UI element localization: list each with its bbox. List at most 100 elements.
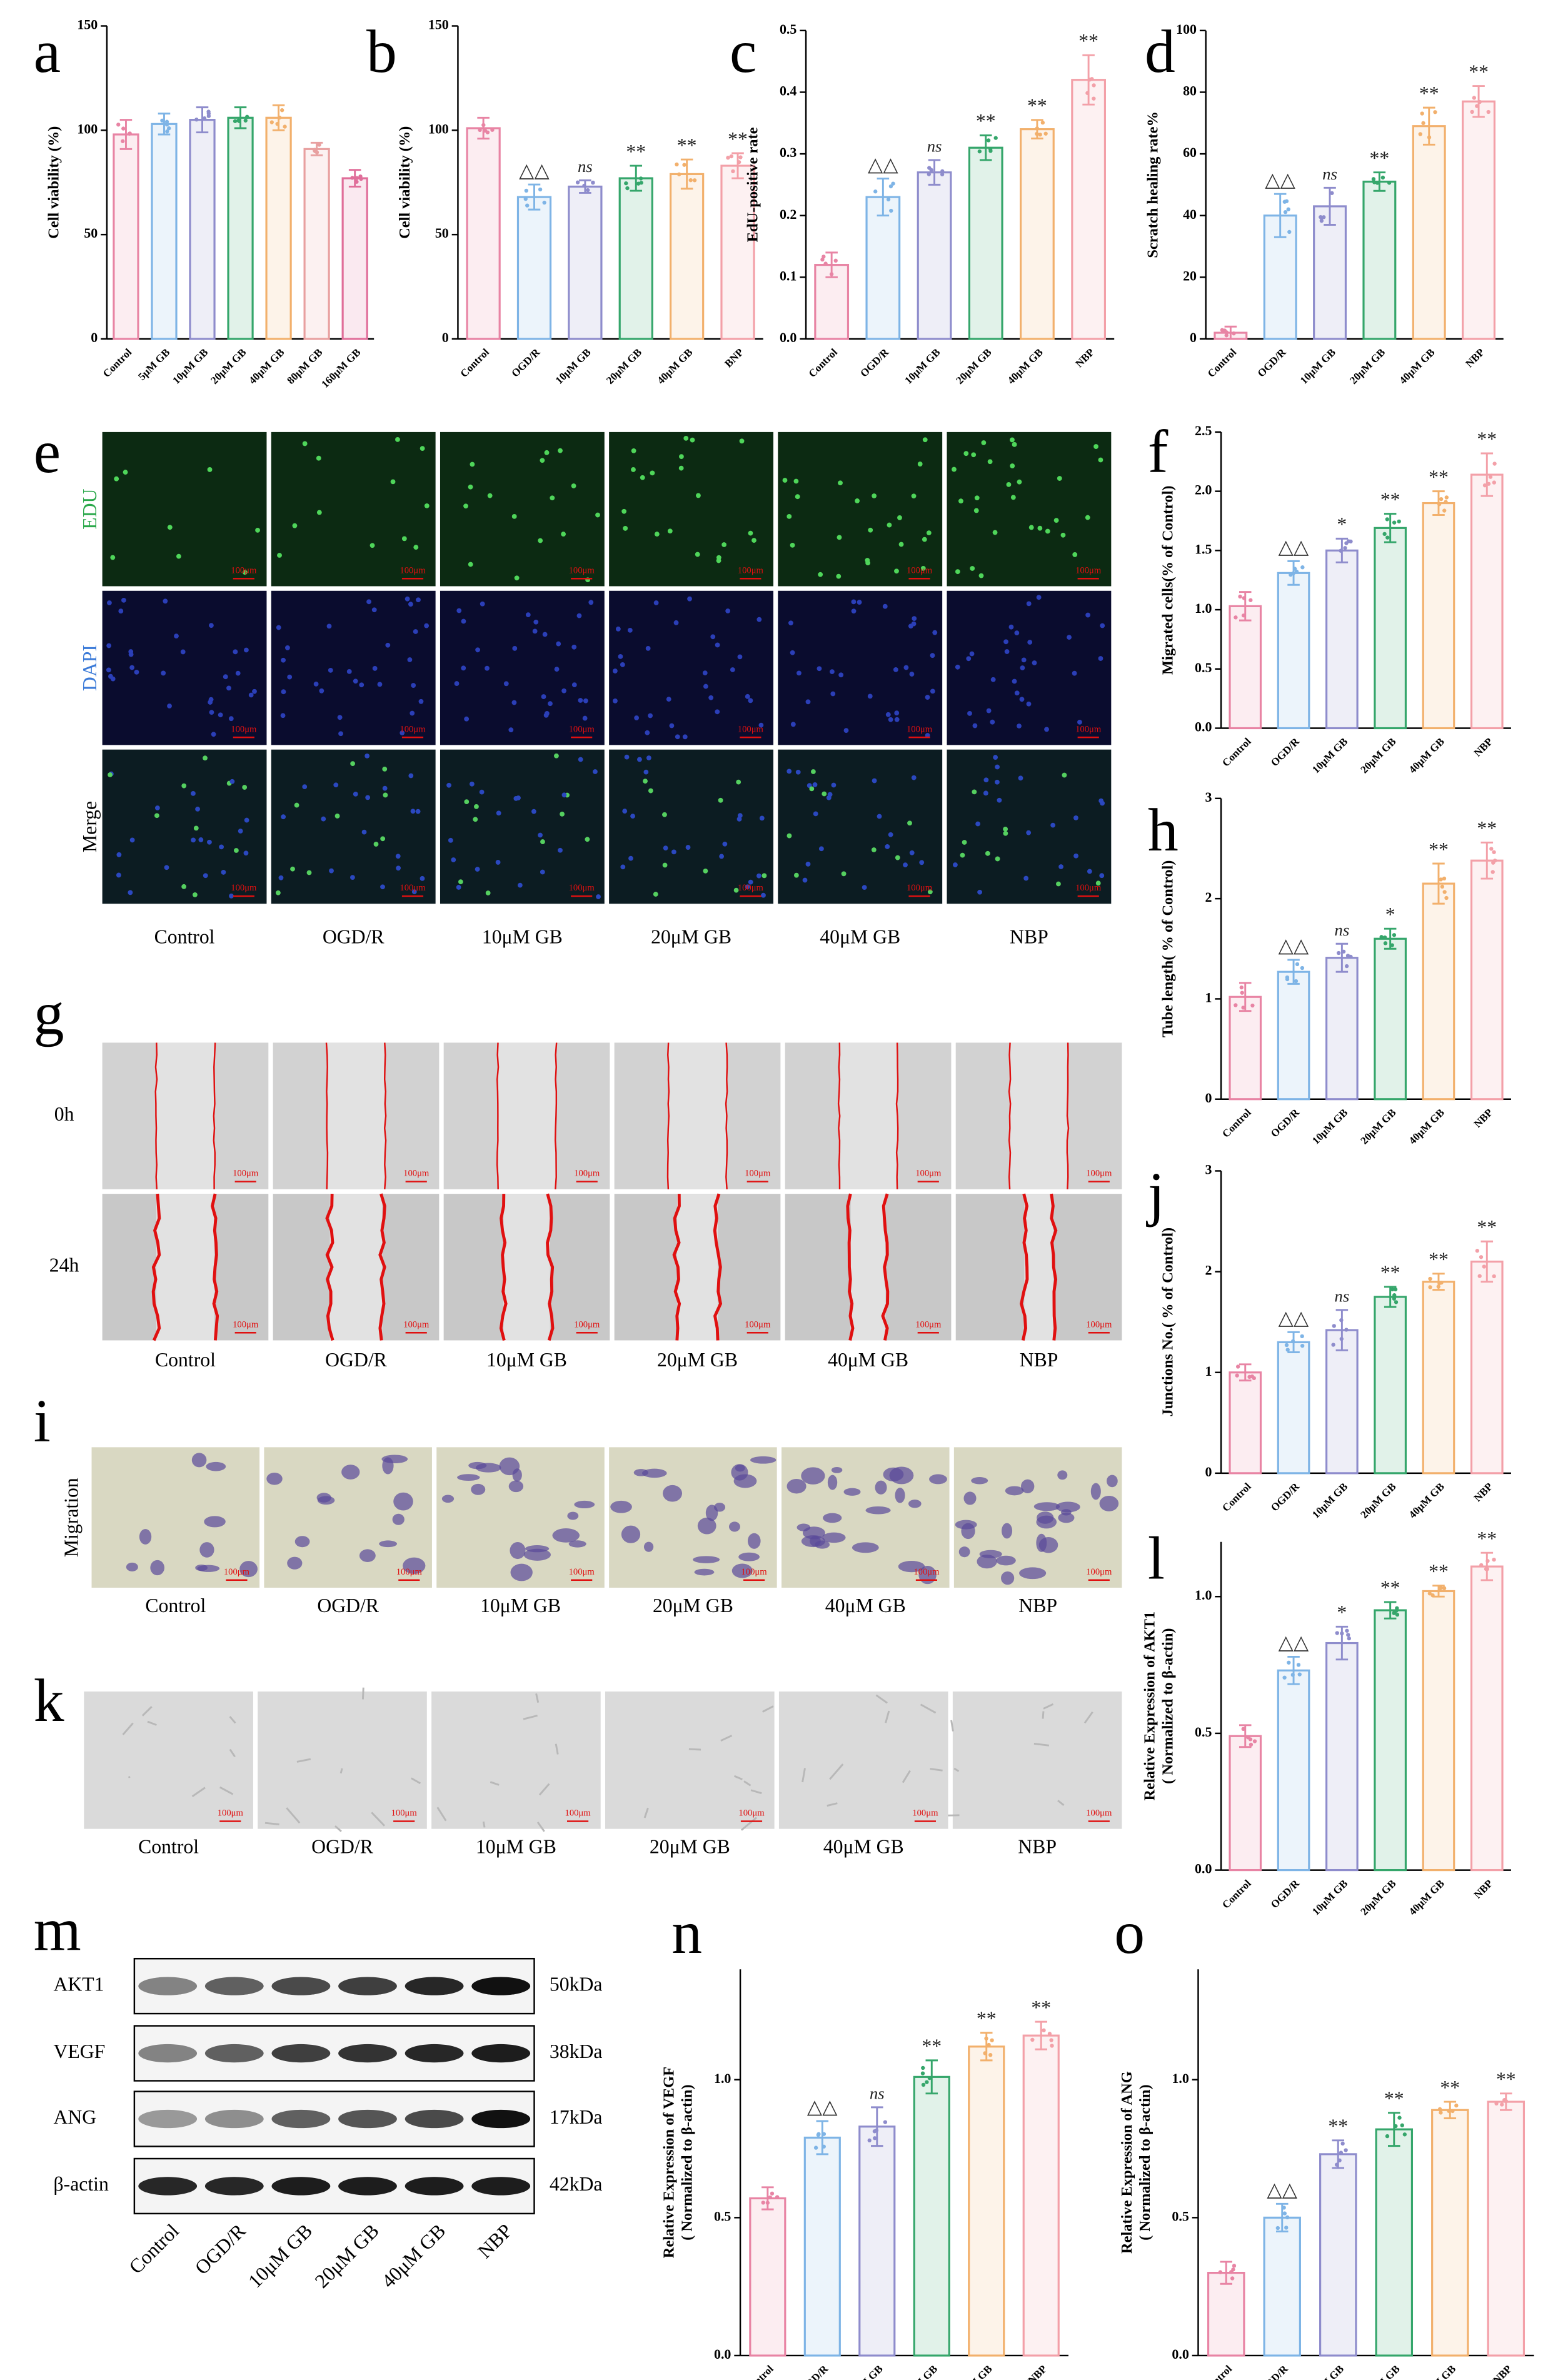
scale-bar-label: 100μm (233, 1169, 259, 1179)
data-dot (1283, 209, 1288, 214)
blot-band (338, 2109, 397, 2129)
error-bar (196, 106, 209, 134)
significance-label: △△ (1279, 935, 1309, 957)
wound-edge (378, 1193, 386, 1341)
data-dot (1241, 1006, 1245, 1010)
cell-dot (812, 782, 818, 787)
bar (1022, 2034, 1060, 2357)
x-tick-label: 10μM GB (170, 346, 210, 386)
data-dot (1485, 1566, 1490, 1571)
cell-dot (561, 532, 566, 537)
cell-dot (540, 869, 545, 875)
error-bar (1035, 2020, 1047, 2050)
cell-dot (1062, 772, 1067, 778)
data-dot (317, 143, 321, 147)
stained-cell (747, 1533, 761, 1549)
data-dot (1295, 962, 1300, 967)
data-dot (1393, 1287, 1398, 1292)
cell-dot (898, 542, 904, 547)
cell-dot (758, 722, 764, 728)
cell-dot (321, 816, 326, 822)
y-tick-label: 2.5 (1195, 423, 1212, 438)
bar (1374, 527, 1407, 730)
data-dot (1344, 964, 1349, 969)
bar (749, 2197, 787, 2357)
significance-label: ** (977, 2008, 997, 2030)
data-dot (822, 2132, 827, 2136)
x-tick-label: 40μM GB (954, 2363, 994, 2380)
tube (538, 1783, 550, 1796)
data-dot (726, 156, 730, 160)
cell-dot (673, 620, 679, 625)
cell-dot (454, 681, 460, 686)
cell-dot (682, 734, 688, 740)
stained-cell (126, 1562, 138, 1571)
cell-dot (364, 753, 370, 759)
data-dot (1345, 1628, 1349, 1633)
wound (839, 1042, 898, 1189)
data-dot (1397, 2115, 1402, 2120)
data-dot (993, 136, 998, 140)
data-dot (1042, 2028, 1046, 2033)
cell-dot (993, 755, 998, 760)
micrograph: 100μm (91, 1447, 260, 1588)
cell-dot (540, 839, 545, 844)
column-label: OGD/R (317, 1595, 379, 1616)
cell-dot (533, 619, 539, 625)
data-dot (1319, 218, 1324, 223)
significance-label: ns (927, 137, 942, 156)
bar (720, 164, 755, 340)
cell-dot (576, 613, 582, 618)
data-dot (1218, 2270, 1223, 2274)
data-dot (1290, 1339, 1295, 1344)
x-tick-label: 10μM GB (1298, 346, 1338, 386)
scale-bar-label: 100μm (907, 883, 933, 893)
y-axis-label: Tube length( % of Control) (1160, 860, 1177, 1037)
stained-cell (139, 1529, 152, 1545)
cell-dot (893, 667, 898, 672)
cell-dot (475, 867, 480, 872)
micrograph-bg (271, 590, 436, 745)
data-dot (1239, 985, 1244, 990)
significance-label: △△ (1265, 169, 1295, 191)
cell-dot (548, 701, 553, 707)
cell-dot (1098, 656, 1103, 661)
micrograph-bg (102, 749, 267, 904)
cell-dot (990, 719, 995, 725)
cell-dot (1017, 724, 1022, 729)
cell-dot (561, 792, 567, 798)
x-tick-label: 40μM GB (1407, 1481, 1447, 1521)
data-dot (1436, 1284, 1440, 1289)
data-dot (1392, 520, 1397, 525)
scale-bar-label: 100μm (1086, 1319, 1112, 1329)
data-dot (770, 2191, 775, 2196)
data-dot (128, 131, 132, 136)
cell-dot (1072, 670, 1077, 676)
cell-dot (1093, 444, 1098, 449)
data-dot (313, 148, 317, 152)
cell-dot (413, 629, 418, 634)
scale-bar-label: 100μm (738, 1808, 765, 1818)
panel-letter: c (730, 18, 756, 86)
data-dot (1475, 104, 1479, 108)
x-tick-label: 40μM GB (246, 346, 286, 386)
cell-dot (1100, 623, 1105, 628)
scale-bar-label: 100μm (569, 1567, 595, 1577)
panel-letter: d (1145, 18, 1175, 86)
scale-bar-label: 100μm (907, 724, 933, 734)
stained-cell (831, 1466, 843, 1473)
panel-letter: n (671, 1899, 702, 1967)
cell-dot (385, 642, 391, 648)
y-tick-label: 0 (442, 330, 449, 345)
cell-dot (645, 730, 650, 735)
cell-dot (972, 789, 977, 795)
scale-bar-label: 100μm (907, 565, 933, 575)
cell-dot (865, 558, 870, 563)
cell-dot (615, 626, 621, 632)
column-label: OGD/R (323, 926, 385, 948)
bar (1325, 1329, 1359, 1475)
data-dot (1444, 500, 1448, 504)
cell-dot (634, 715, 640, 720)
x-tick-label: 10μM GB (553, 346, 593, 386)
cell-dot (733, 887, 739, 893)
